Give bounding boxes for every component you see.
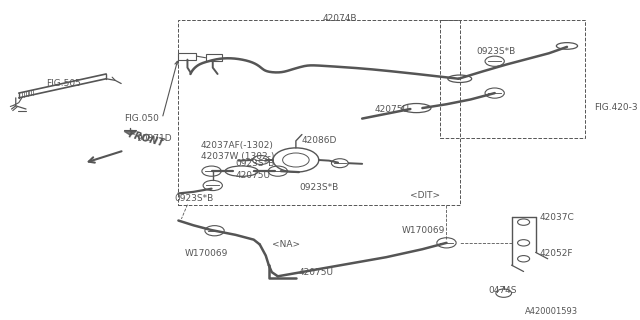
Text: 90371D: 90371D bbox=[136, 134, 172, 143]
Text: <NA>: <NA> bbox=[272, 240, 300, 249]
Bar bbox=[440, 20, 585, 138]
Bar bbox=[205, 54, 222, 61]
Text: FIG.420-3: FIG.420-3 bbox=[594, 103, 637, 112]
Text: 42074B: 42074B bbox=[323, 14, 358, 23]
Text: 42052F: 42052F bbox=[540, 250, 573, 259]
Text: 42075U: 42075U bbox=[374, 105, 409, 114]
Bar bbox=[179, 52, 196, 60]
Text: 0923S*B: 0923S*B bbox=[236, 159, 275, 168]
Polygon shape bbox=[124, 131, 136, 135]
Text: 42037W (1302-): 42037W (1302-) bbox=[201, 152, 274, 161]
Text: FIG.050: FIG.050 bbox=[124, 114, 159, 123]
Text: FRONT: FRONT bbox=[127, 130, 166, 149]
Text: FIG.505: FIG.505 bbox=[46, 79, 81, 88]
Text: 42037AF(-1302): 42037AF(-1302) bbox=[201, 141, 273, 150]
Text: W170069: W170069 bbox=[184, 250, 228, 259]
Text: 0474S: 0474S bbox=[489, 286, 517, 295]
Text: <DIT>: <DIT> bbox=[410, 190, 440, 200]
Text: 42037C: 42037C bbox=[540, 213, 575, 222]
Text: 0923S*B: 0923S*B bbox=[299, 183, 338, 192]
Text: 42075U: 42075U bbox=[236, 172, 271, 180]
Text: 0923S*B: 0923S*B bbox=[477, 47, 516, 56]
Text: 42075U: 42075U bbox=[299, 268, 334, 277]
Text: 42086D: 42086D bbox=[302, 136, 337, 145]
Bar bbox=[179, 20, 460, 204]
Text: 0923S*B: 0923S*B bbox=[174, 194, 214, 203]
Text: A420001593: A420001593 bbox=[525, 307, 578, 316]
Text: W170069: W170069 bbox=[401, 226, 445, 235]
